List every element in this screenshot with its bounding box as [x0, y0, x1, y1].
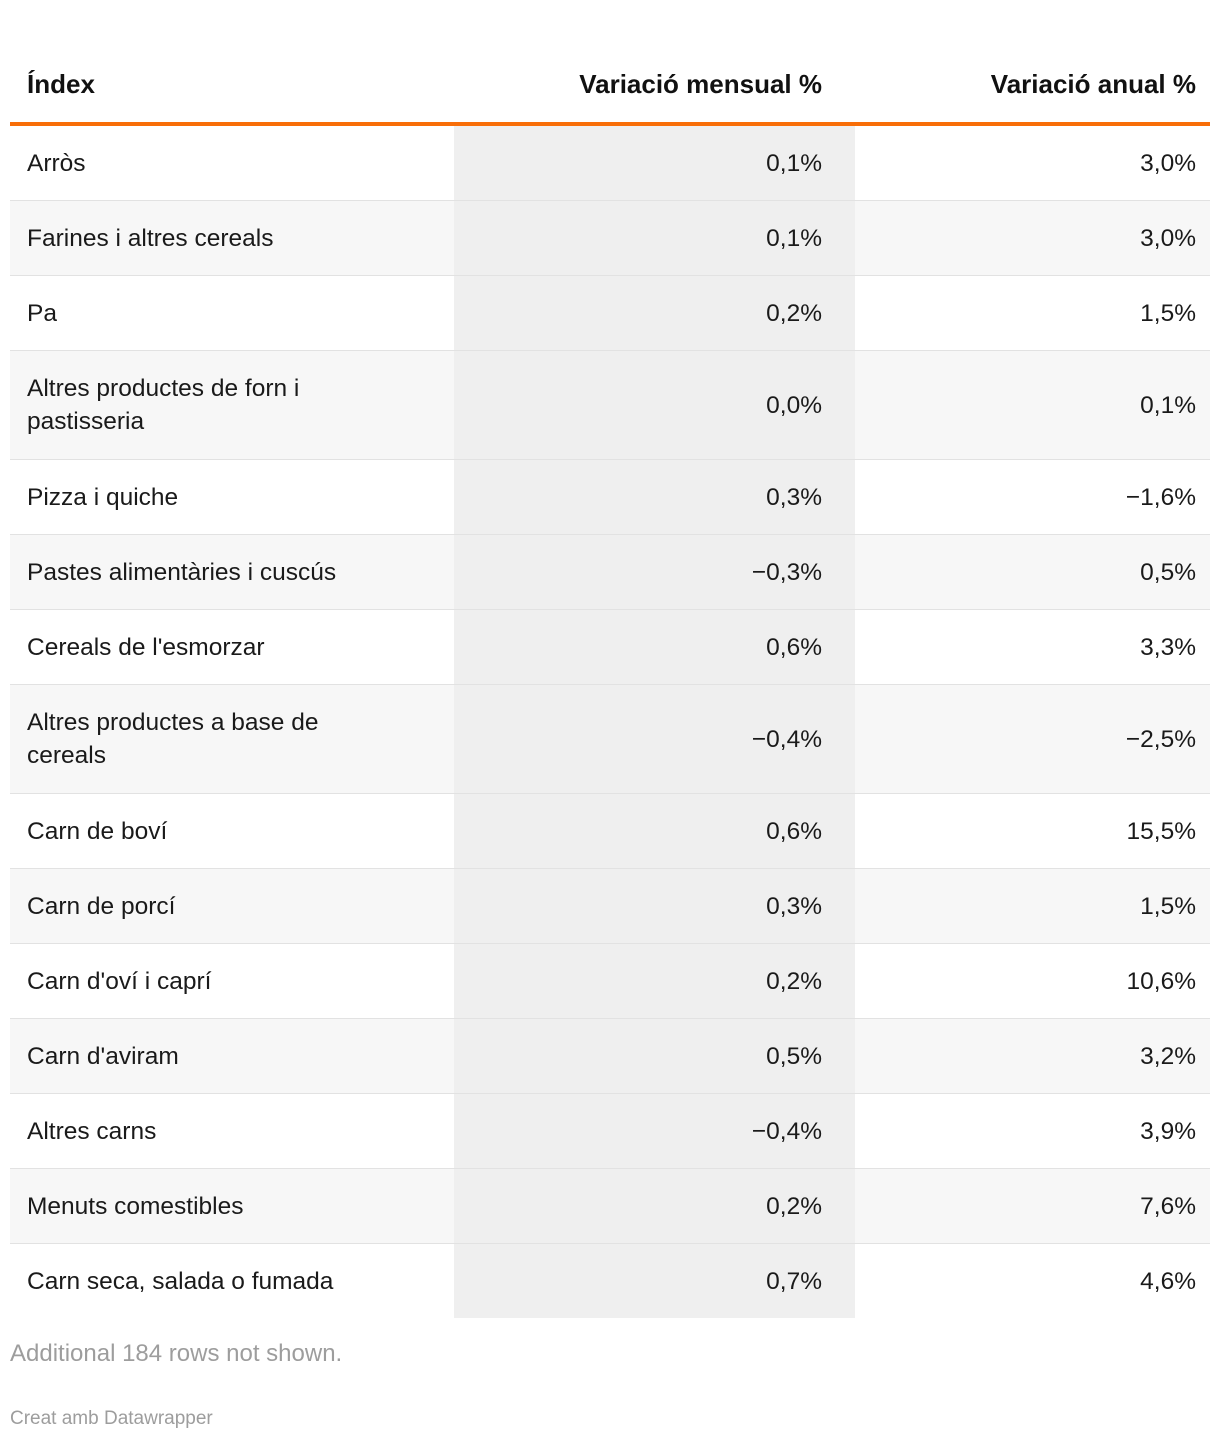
monthly-variation-cell: 0,0% [454, 350, 855, 460]
index-cell: Carn de boví [10, 793, 454, 869]
rows-not-shown-note: Additional 184 rows not shown. [10, 1340, 343, 1367]
annual-variation-cell: 3,9% [855, 1093, 1210, 1169]
table-row: Altres productes a base de cereals −0,4%… [10, 684, 1210, 794]
index-label: Altres productes a base de cereals [27, 709, 319, 769]
column-header-index: Índex [10, 0, 454, 126]
table-header: Índex Variació mensual % Variació anual … [10, 0, 1210, 126]
annual-variation-cell: 3,0% [1140, 149, 1196, 177]
index-cell: Altres carns [10, 1093, 454, 1169]
index-cell: Menuts comestibles [10, 1168, 454, 1244]
monthly-variation-cell: 0,6% [454, 609, 855, 685]
index-label: Arròs [27, 149, 86, 177]
monthly-variation-cell: 0,6% [454, 793, 855, 869]
index-cell: Pastes alimentàries i cuscús [10, 534, 454, 610]
table-row: Pa 0,2% 1,5% [10, 275, 1210, 351]
index-label: Carn seca, salada o fumada [27, 1267, 334, 1295]
table-row: Carn d'aviram 0,5% 3,2% [10, 1018, 1210, 1094]
index-label: Altres carns [27, 1117, 157, 1145]
annual-variation-cell: 3,2% [855, 1018, 1210, 1094]
annual-variation-cell: −2,5% [855, 684, 1210, 794]
index-cell: Farines i altres cereals [10, 200, 454, 276]
index-cell: Carn de porcí [10, 868, 454, 944]
price-index-table: Índex Variació mensual % Variació anual … [10, 0, 1210, 1318]
table-row: Carn d'oví i caprí 0,2% 10,6% [10, 943, 1210, 1019]
table-card: Índex Variació mensual % Variació anual … [10, 0, 1210, 1318]
annual-variation-cell: 3,0% [855, 200, 1210, 276]
annual-variation-cell: 3,3% [855, 609, 1210, 685]
index-cell: Cereals de l'esmorzar [10, 609, 454, 685]
table-row: Carn seca, salada o fumada 0,7% 4,6% [10, 1243, 1210, 1318]
table-row: Altres carns −0,4% 3,9% [10, 1093, 1210, 1169]
index-cell: Arròs [10, 124, 454, 201]
monthly-variation-cell: −0,4% [454, 684, 855, 794]
table-row: Cereals de l'esmorzar 0,6% 3,3% [10, 609, 1210, 685]
monthly-variation-cell: −0,4% [454, 1093, 855, 1169]
monthly-variation-cell: 0,1% [454, 200, 855, 276]
table-row: Menuts comestibles 0,2% 7,6% [10, 1168, 1210, 1244]
monthly-variation-cell: 0,3% [454, 459, 855, 535]
annual-variation-cell: 1,5% [855, 275, 1210, 351]
index-label: Cereals de l'esmorzar [27, 633, 265, 661]
monthly-variation-cell: 0,1% [454, 124, 855, 201]
index-label: Menuts comestibles [27, 1192, 244, 1220]
monthly-variation-cell: 0,2% [454, 1168, 855, 1244]
index-cell: Altres productes de forn i pastisseria [10, 350, 454, 460]
index-cell: Pa [10, 275, 454, 351]
monthly-variation-cell: 0,5% [454, 1018, 855, 1094]
table-row: Arròs 0,1% 3,0% [10, 124, 1210, 201]
index-cell: Carn seca, salada o fumada [10, 1243, 454, 1318]
index-cell: Altres productes a base de cereals [10, 684, 454, 794]
index-label: Farines i altres cereals [27, 224, 274, 252]
index-cell: Carn d'oví i caprí [10, 943, 454, 1019]
column-header-annual-variation: Variació anual % [855, 0, 1210, 126]
index-label: Carn de boví [27, 817, 168, 845]
table-row: Carn de boví 0,6% 15,5% [10, 793, 1210, 869]
monthly-variation-cell: 0,2% [454, 275, 855, 351]
table-row: Altres productes de forn i pastisseria 0… [10, 350, 1210, 460]
index-label: Pastes alimentàries i cuscús [27, 558, 337, 586]
index-label: Pa [27, 299, 57, 327]
index-cell: Pizza i quiche [10, 459, 454, 535]
monthly-variation-cell: −0,3% [454, 534, 855, 610]
annual-variation-cell: 15,5% [855, 793, 1210, 869]
index-label: Carn de porcí [27, 892, 176, 920]
annual-variation-cell: 7,6% [855, 1168, 1210, 1244]
monthly-variation-cell: 0,3% [454, 868, 855, 944]
annual-variation-cell: 0,5% [855, 534, 1210, 610]
table-body: Arròs 0,1% 3,0% Farines i altres cereals… [10, 124, 1210, 1318]
table-row: Pizza i quiche 0,3% −1,6% [10, 459, 1210, 535]
table-row: Farines i altres cereals 0,1% 3,0% [10, 200, 1210, 276]
annual-variation-cell: 10,6% [855, 943, 1210, 1019]
annual-variation-cell: 4,6% [855, 1243, 1210, 1318]
monthly-variation-cell: 0,7% [454, 1243, 855, 1318]
index-cell: Carn d'aviram [10, 1018, 454, 1094]
annual-variation-cell: 1,5% [855, 868, 1210, 944]
table-row: Pastes alimentàries i cuscús −0,3% 0,5% [10, 534, 1210, 610]
index-label: Altres productes de forn i pastisseria [27, 375, 300, 435]
annual-variation-cell: −1,6% [855, 459, 1210, 535]
monthly-variation-cell: 0,2% [454, 943, 855, 1019]
column-header-monthly-variation: Variació mensual % [454, 0, 855, 126]
index-label: Pizza i quiche [27, 483, 179, 511]
datawrapper-credit: Creat amb Datawrapper [10, 1408, 213, 1429]
index-label: Carn d'oví i caprí [27, 967, 212, 995]
index-label: Carn d'aviram [27, 1042, 179, 1070]
header-row: Índex Variació mensual % Variació anual … [10, 0, 1210, 126]
annual-variation-cell: 0,1% [855, 350, 1210, 460]
table-row: Carn de porcí 0,3% 1,5% [10, 868, 1210, 944]
